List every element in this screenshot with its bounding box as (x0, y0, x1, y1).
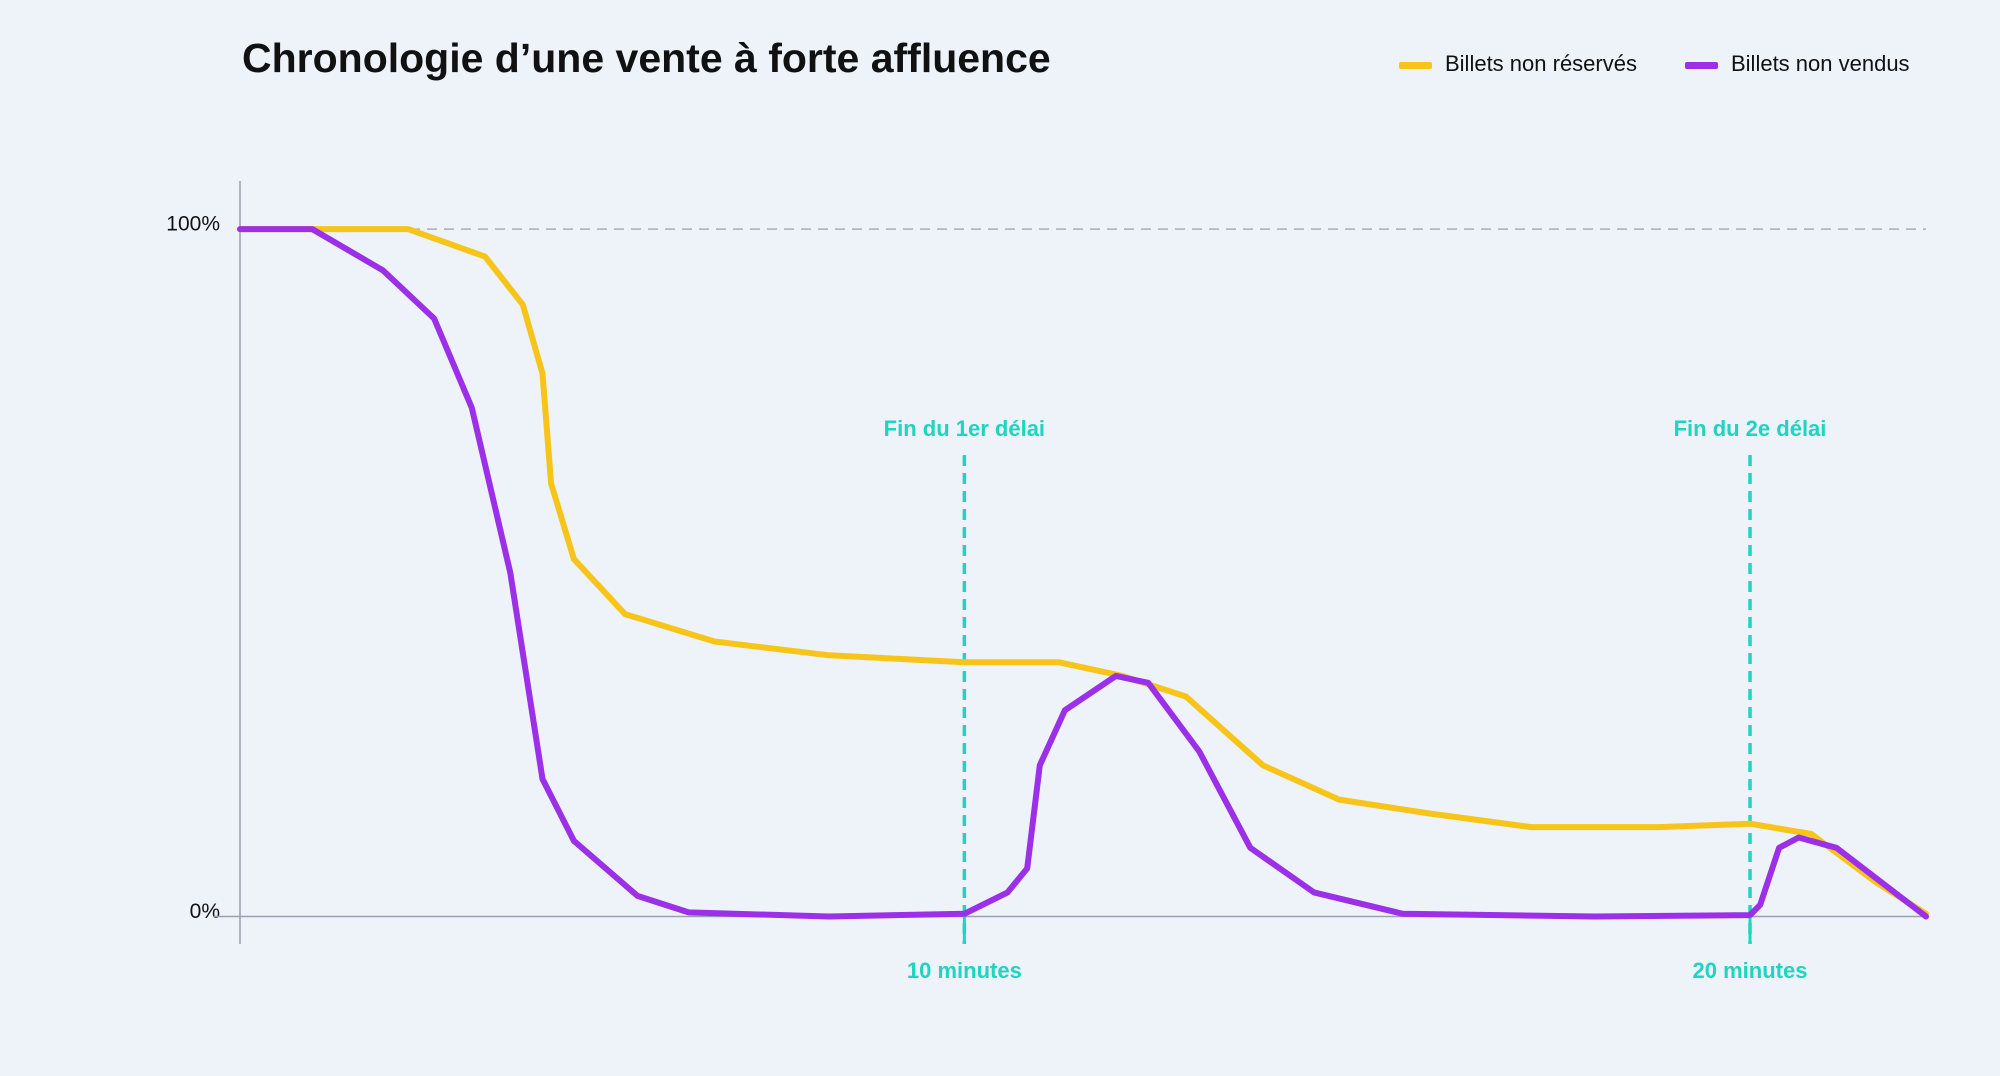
series-line (237, 226, 1929, 917)
legend-label: Billets non vendus (1731, 51, 1910, 76)
legend-swatch (1685, 62, 1718, 69)
x-tick-label: 10 minutes (907, 958, 1022, 983)
y-tick-label: 0% (190, 900, 220, 923)
annotation-label: Fin du 1er délai (884, 416, 1045, 441)
chart-title: Chronologie d’une vente à forte affluenc… (242, 35, 1051, 81)
legend-swatch (1399, 62, 1432, 69)
series-line (237, 226, 1929, 920)
legend-label: Billets non réservés (1445, 51, 1637, 76)
x-tick-label: 20 minutes (1693, 958, 1808, 983)
annotation-label: Fin du 2e délai (1674, 416, 1827, 441)
y-tick-label: 100% (166, 213, 220, 236)
